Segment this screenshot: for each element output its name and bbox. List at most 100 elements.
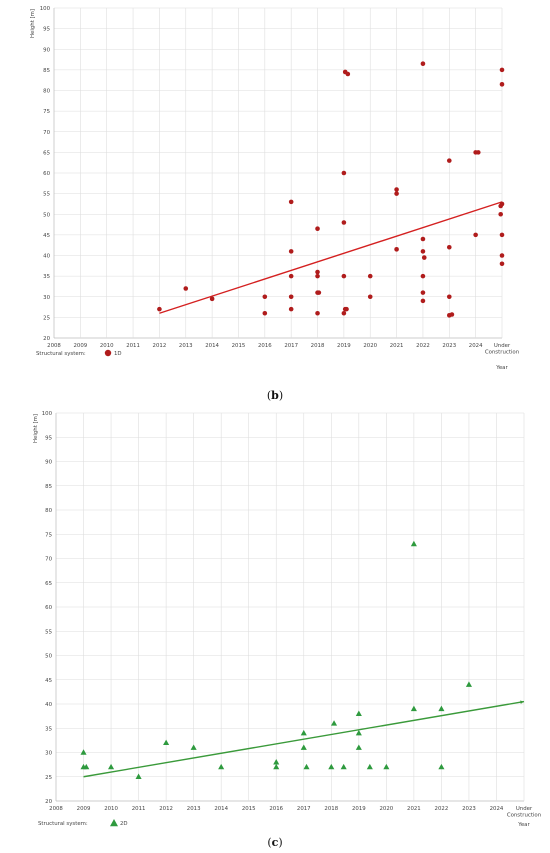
caption-part: ) — [278, 836, 282, 849]
data-point — [446, 294, 452, 300]
y-tick-label: 80 — [43, 89, 50, 95]
data-point — [499, 261, 505, 267]
data-point — [499, 67, 505, 73]
data-point — [421, 255, 427, 260]
data-point — [449, 312, 455, 317]
x-tick-label: Construction — [507, 813, 541, 819]
y-tick-label: 45 — [45, 678, 52, 684]
x-tick-label: 2010 — [100, 343, 114, 349]
y-tick-label: 100 — [42, 411, 53, 417]
x-tick-label: 2011 — [132, 806, 146, 812]
y-tick-label: 20 — [43, 336, 50, 342]
y-tick-label: 30 — [45, 751, 52, 757]
x-tick-label: 2022 — [416, 343, 430, 349]
x-tick-label: Construction — [485, 350, 519, 356]
y-tick-label: 80 — [45, 508, 52, 514]
x-tick-label: Under — [516, 806, 533, 812]
y-tick-label: 55 — [43, 192, 50, 198]
data-point — [420, 273, 426, 279]
y-tick-label: 70 — [43, 130, 50, 136]
x-tick-label: 2013 — [187, 806, 201, 812]
y-tick-label: 95 — [43, 27, 50, 33]
data-point — [446, 244, 452, 250]
legend: Structural system: 2D — [38, 819, 128, 827]
data-point — [394, 247, 399, 252]
data-point — [340, 763, 347, 770]
data-point — [345, 71, 351, 77]
data-point — [288, 306, 294, 312]
data-point — [499, 253, 505, 258]
data-point — [135, 773, 142, 779]
x-tick-label: 2024 — [490, 806, 504, 812]
x-axis-title: Year — [495, 365, 508, 371]
panel-caption: (b) — [267, 389, 283, 402]
data-point — [163, 739, 170, 746]
data-point — [300, 744, 307, 750]
x-tick-label: 2009 — [73, 343, 87, 349]
x-tick-label: 2023 — [462, 806, 476, 812]
y-tick-label: 25 — [45, 775, 52, 781]
y-tick-label: 25 — [43, 315, 50, 321]
data-point — [383, 763, 390, 770]
data-point — [499, 201, 505, 207]
trendline — [159, 201, 503, 314]
data-point — [420, 290, 426, 295]
data-point — [438, 763, 445, 770]
data-point — [316, 290, 322, 295]
y-tick-label: 85 — [43, 68, 50, 74]
x-tick-label: 2023 — [442, 343, 456, 349]
x-tick-label: 2008 — [47, 343, 61, 349]
y-tick-label: 55 — [45, 629, 52, 635]
data-point — [288, 249, 294, 254]
data-point — [394, 187, 399, 192]
y-tick-label: 30 — [43, 295, 50, 301]
data-point — [344, 306, 349, 312]
x-tick-label: 2015 — [232, 343, 246, 349]
y-tick-label: 65 — [45, 581, 52, 587]
trendline — [83, 700, 525, 778]
x-tick-label: 2021 — [390, 343, 404, 349]
x-tick-label: 2016 — [269, 806, 283, 812]
x-tick-label: 2017 — [284, 343, 298, 349]
y-tick-label: 40 — [43, 254, 50, 260]
data-point — [438, 705, 445, 712]
x-tick-label: 2020 — [379, 806, 393, 812]
data-point — [473, 232, 478, 238]
legend-entry: 1D — [114, 351, 122, 357]
y-axis-title: Height [m] — [30, 9, 36, 38]
x-tick-label: 2017 — [297, 806, 311, 812]
y-tick-label: 35 — [43, 274, 50, 280]
data-point — [315, 269, 320, 275]
y-tick-label: 35 — [45, 726, 52, 732]
data-point — [80, 749, 87, 755]
data-point — [475, 150, 481, 155]
data-point — [262, 310, 268, 316]
data-point — [273, 759, 280, 765]
data-point — [328, 763, 335, 770]
y-tick-label: 65 — [43, 150, 50, 156]
data-point — [183, 286, 189, 291]
legend-entry: 2D — [120, 821, 128, 827]
x-tick-label: 2018 — [311, 343, 325, 349]
x-tick-label: 2014 — [214, 806, 228, 812]
data-point — [273, 763, 280, 770]
data-point — [367, 294, 373, 300]
x-tick-label: 2012 — [159, 806, 173, 812]
data-point — [498, 211, 503, 217]
x-tick-label: 2016 — [258, 343, 272, 349]
x-axis-title: Year — [517, 822, 530, 828]
x-tick-label: 2019 — [352, 806, 366, 812]
data-point — [190, 744, 197, 750]
panel-caption: (c) — [267, 836, 282, 849]
x-tick-label: 2011 — [126, 343, 140, 349]
data-point — [341, 273, 347, 279]
data-point — [315, 273, 320, 279]
x-tick-label: 2008 — [49, 806, 63, 812]
data-point — [465, 681, 472, 687]
legend: Structural system: 1D — [36, 349, 122, 357]
x-tick-label: 2013 — [179, 343, 193, 349]
data-point — [303, 763, 310, 770]
y-tick-label: 50 — [45, 654, 52, 660]
x-tick-label: 2019 — [337, 343, 351, 349]
